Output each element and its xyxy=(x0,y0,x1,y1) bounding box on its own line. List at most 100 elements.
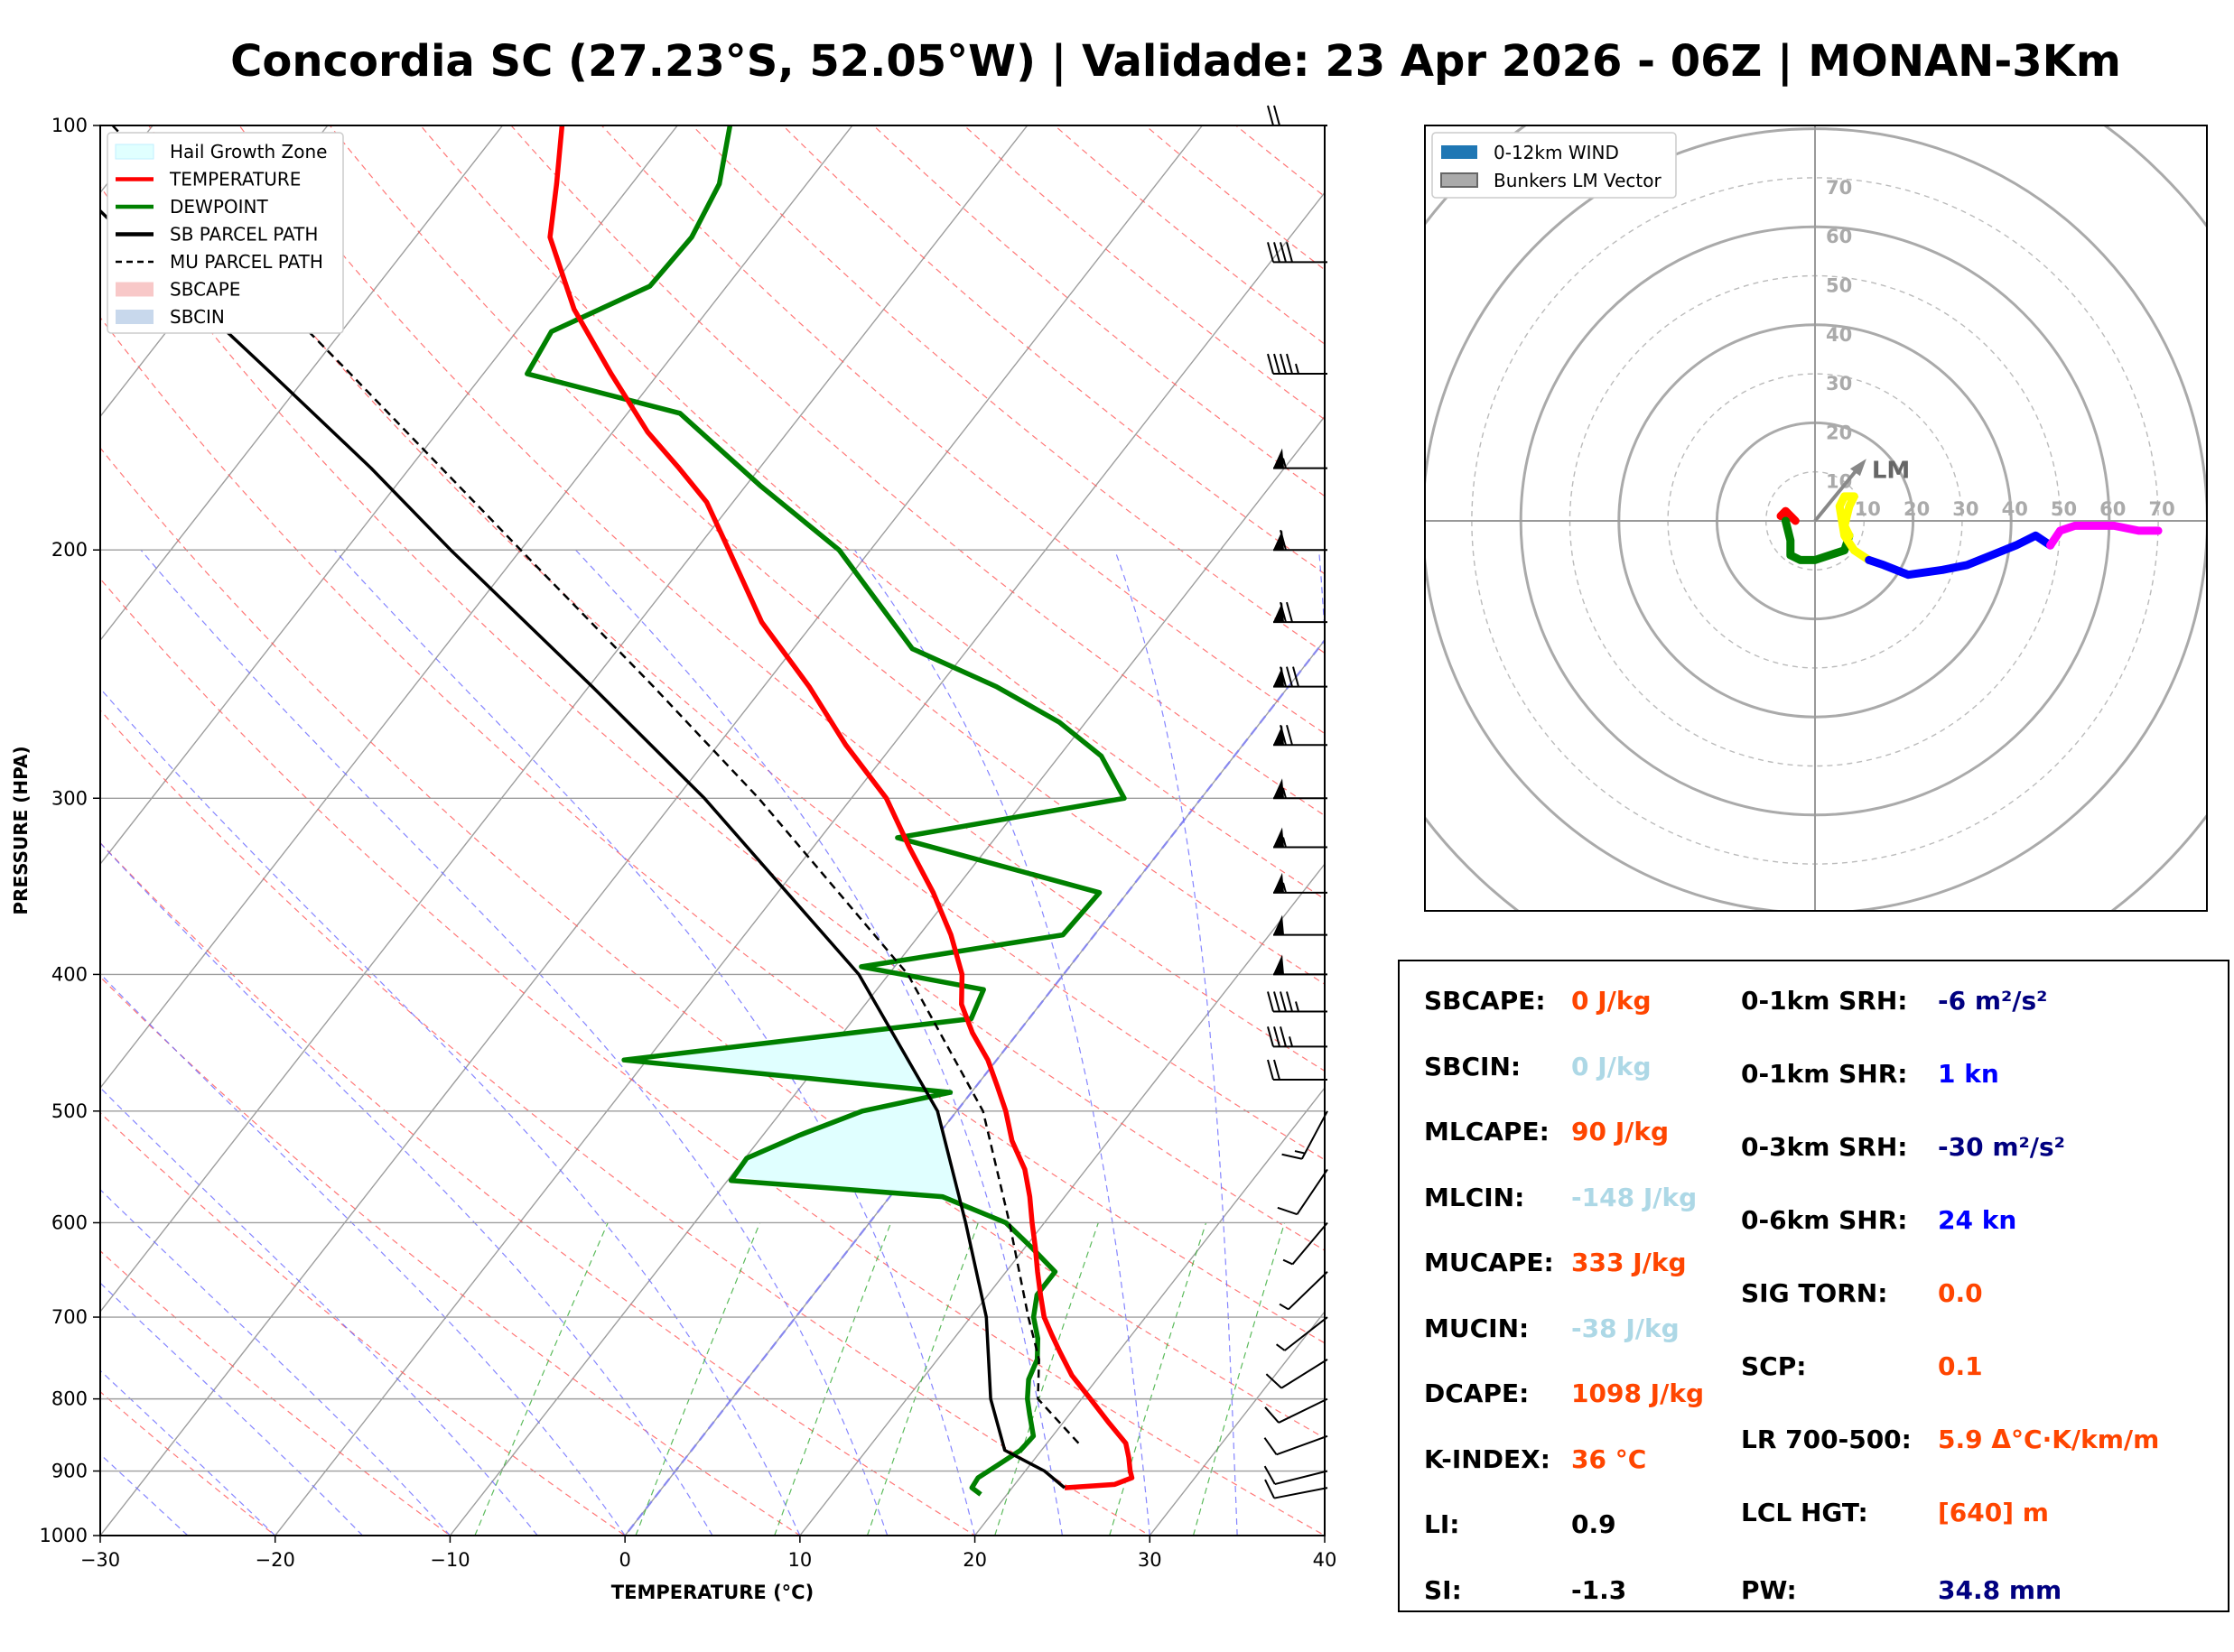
stat-dcape-value: 1098 J/kg xyxy=(1571,1378,1704,1408)
stat-dcape: DCAPE: xyxy=(1424,1378,1530,1408)
temperature-line xyxy=(547,125,1135,1490)
wind-barb xyxy=(1273,778,1327,800)
dry-adiabat-line xyxy=(963,125,1325,421)
skewt-plot-area xyxy=(100,125,1325,1536)
stat-srh01: 0-1km SRH: xyxy=(1741,986,1908,1016)
dry-adiabat-line xyxy=(100,447,1325,1439)
wind-barb xyxy=(1273,724,1327,747)
barb-feather xyxy=(1267,105,1274,126)
barb-feather xyxy=(1280,991,1287,1012)
x-tick-label: 30 xyxy=(1138,1549,1162,1571)
dry-adiabat-line xyxy=(148,125,1325,1161)
barb-flag xyxy=(1273,827,1284,848)
barb-feather xyxy=(1267,1026,1274,1047)
x-axis-label: TEMPERATURE (°C) xyxy=(611,1582,814,1603)
x-tick-label: 40 xyxy=(1313,1549,1337,1571)
dry-adiabat-line xyxy=(600,125,1325,735)
barb-feather xyxy=(1267,242,1274,263)
barb-feather xyxy=(1280,601,1287,623)
y-tick-label: 400 xyxy=(51,963,88,985)
hail-growth-zone xyxy=(666,942,966,1223)
barb-shaft xyxy=(1300,1110,1328,1160)
barb-half-feather xyxy=(1282,788,1287,799)
y-tick-label: 100 xyxy=(51,115,88,136)
isotherm-line xyxy=(100,125,679,866)
stats-panel: SBCAPE: 0 J/kg SBCIN: 0 J/kg MLCAPE: 90 … xyxy=(1398,960,2229,1612)
barb-feather xyxy=(1273,1059,1280,1081)
stat-li: LI: xyxy=(1424,1509,1460,1539)
wind-barb xyxy=(1267,105,1327,126)
wind-barb xyxy=(1263,1434,1328,1456)
mixing-ratio-line xyxy=(1109,1222,1207,1536)
legend-swatch xyxy=(116,282,154,297)
stat-kindex: K-INDEX: xyxy=(1424,1444,1550,1474)
stat-kindex-value: 36 °C xyxy=(1571,1444,1647,1474)
barb-flag xyxy=(1273,914,1284,935)
barb-flag xyxy=(1273,872,1284,893)
hodo-trace xyxy=(1865,531,2055,580)
wind-barb xyxy=(1273,827,1327,849)
stat-sbcape-value: 0 J/kg xyxy=(1571,986,1652,1016)
barb-feather xyxy=(1277,1206,1298,1216)
stat-srh03: 0-3km SRH: xyxy=(1741,1132,1908,1162)
hodo-legend: 0-12km WIND Bunkers LM Vector xyxy=(1431,132,1677,199)
barb-feather xyxy=(1286,242,1293,263)
hodo-trace xyxy=(1835,492,1874,564)
skewt-legend: Hail Growth Zone TEMPERATURE DEWPOINT SB PA… xyxy=(107,132,344,334)
stat-mucape: MUCAPE: xyxy=(1424,1248,1554,1277)
stat-srh03-value: -30 m²/s² xyxy=(1938,1132,2065,1162)
barb-shaft xyxy=(1278,1397,1328,1424)
mu-parcel-line xyxy=(111,125,1080,1444)
legend-swatch xyxy=(116,310,154,324)
barb-half-feather xyxy=(1295,363,1299,375)
x-tick-label: −20 xyxy=(256,1549,295,1571)
legend-label: SBCAPE xyxy=(170,279,240,301)
barb-feather xyxy=(1280,1026,1287,1047)
barb-shaft xyxy=(1273,1487,1328,1499)
stat-sbcin: SBCIN: xyxy=(1424,1052,1522,1081)
hodo-ring-label-x: 30 xyxy=(1952,498,1978,520)
y-tick-label: 700 xyxy=(51,1306,88,1328)
barb-feather xyxy=(1292,666,1299,687)
stat-scp: SCP: xyxy=(1741,1351,1807,1381)
barb-half-feather xyxy=(1282,837,1287,848)
isotherm-line xyxy=(100,125,853,1090)
legend-label: MU PARCEL PATH xyxy=(170,251,323,273)
wind-barb xyxy=(1264,1479,1328,1499)
barb-feather xyxy=(1267,991,1274,1012)
hodo-ring-label-x: 60 xyxy=(2099,498,2126,520)
y-axis-label: PRESSURE (HPA) xyxy=(10,746,32,914)
stat-srh01-value: -6 m²/s² xyxy=(1938,986,2048,1016)
dry-adiabat-line xyxy=(238,125,1325,1072)
barb-half-feather xyxy=(1275,1343,1286,1351)
barb-feather xyxy=(1286,666,1293,687)
lm-label: LM xyxy=(1872,457,1910,484)
wind-barb xyxy=(1265,1358,1328,1389)
wind-barb xyxy=(1273,954,1327,976)
mixing-ratio-line xyxy=(774,1222,892,1536)
dry-adiabat-line xyxy=(420,125,1325,900)
wind-barb xyxy=(1273,529,1327,552)
stat-shr01-value: 1 kn xyxy=(1938,1059,1999,1089)
stat-si-value: -1.3 xyxy=(1571,1575,1627,1605)
hodo-trace xyxy=(1781,516,1854,564)
mixing-ratio-line xyxy=(866,1222,979,1536)
legend-label: SBCIN xyxy=(170,306,225,328)
isotherm-line xyxy=(100,125,1029,1313)
dry-adiabat-line xyxy=(329,125,1325,985)
barb-half-feather xyxy=(1282,882,1287,894)
wind-barb xyxy=(1273,914,1327,936)
moist-adiabat-line xyxy=(100,1282,364,1536)
legend-label: DEWPOINT xyxy=(170,196,268,218)
barb-feather xyxy=(1286,724,1293,746)
barb-feather xyxy=(1280,666,1287,687)
barb-feather xyxy=(1264,1479,1275,1499)
stat-mlcape-value: 90 J/kg xyxy=(1571,1117,1670,1146)
wind-barb xyxy=(1267,353,1327,376)
stat-mlcin: MLCIN: xyxy=(1424,1183,1525,1212)
hodo-ring-label-x: 20 xyxy=(1904,498,1930,520)
barb-feather xyxy=(1263,1465,1276,1485)
wind-barb xyxy=(1273,448,1327,469)
